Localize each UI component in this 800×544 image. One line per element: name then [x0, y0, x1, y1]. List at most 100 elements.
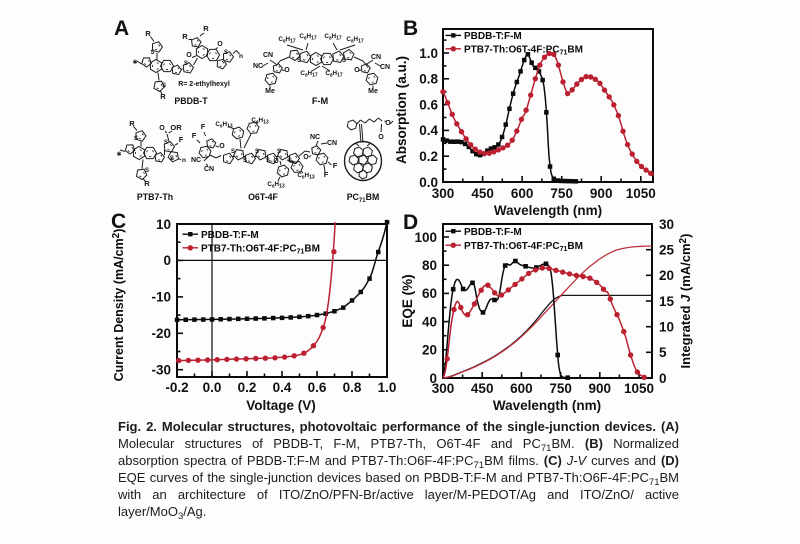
svg-text:S: S	[145, 168, 149, 174]
svg-text:1.0: 1.0	[419, 46, 438, 61]
svg-text:S: S	[170, 156, 174, 162]
svg-text:750: 750	[550, 186, 573, 201]
svg-text:∗: ∗	[132, 59, 138, 66]
svg-text:CN: CN	[204, 166, 214, 173]
svg-text:EQE (%): EQE (%)	[400, 274, 415, 327]
svg-text:S: S	[277, 149, 281, 155]
svg-text:S: S	[134, 136, 138, 142]
svg-text:0.6: 0.6	[419, 97, 438, 112]
svg-text:S: S	[224, 50, 228, 56]
svg-text:0.8: 0.8	[343, 380, 362, 395]
svg-text:0.2: 0.2	[238, 380, 257, 395]
svg-text:O: O	[303, 154, 309, 161]
svg-text:∗: ∗	[116, 151, 122, 158]
svg-text:PTB7-Th:O6T-4F:PC71BM: PTB7-Th:O6T-4F:PC71BM	[201, 243, 320, 255]
svg-text:Integrated J (mA/cm2): Integrated J (mA/cm2)	[678, 234, 693, 369]
svg-text:PTB7-Th: PTB7-Th	[137, 192, 173, 202]
svg-text:R: R	[182, 32, 188, 41]
svg-text:Voltage (V): Voltage (V)	[246, 398, 316, 413]
svg-text:450: 450	[471, 381, 494, 396]
svg-text:O: O	[159, 125, 165, 132]
svg-text:S: S	[243, 158, 247, 164]
svg-text:300: 300	[432, 186, 455, 201]
svg-text:20: 20	[422, 343, 437, 358]
svg-text:R= 2-ethylhexyl: R= 2-ethylhexyl	[178, 81, 230, 88]
svg-text:0.4: 0.4	[419, 123, 438, 138]
svg-text:O: O	[219, 143, 225, 150]
svg-text:600: 600	[511, 186, 534, 201]
svg-text:40: 40	[422, 314, 437, 329]
svg-text:Wavelength (nm): Wavelength (nm)	[494, 203, 602, 218]
svg-text:900: 900	[590, 186, 613, 201]
svg-text:1050: 1050	[626, 186, 656, 201]
svg-text:30: 30	[659, 217, 674, 232]
svg-text:25: 25	[659, 243, 675, 258]
svg-text:-0.2: -0.2	[165, 380, 188, 395]
svg-text:750: 750	[549, 381, 572, 396]
svg-text:S: S	[164, 140, 168, 146]
svg-text:S: S	[255, 149, 259, 155]
svg-text:S: S	[342, 58, 346, 64]
svg-text:C6H13: C6H13	[267, 181, 284, 190]
svg-text:O6T-4F: O6T-4F	[248, 192, 278, 202]
svg-text:CN: CN	[263, 52, 273, 59]
svg-text:F: F	[333, 161, 338, 170]
svg-text:S: S	[297, 58, 301, 64]
svg-text:Wavelength (nm): Wavelength (nm)	[493, 398, 601, 413]
svg-text:C8H17: C8H17	[325, 70, 342, 79]
svg-text:-10: -10	[151, 290, 171, 305]
svg-text:600: 600	[510, 381, 533, 396]
svg-text:20: 20	[659, 268, 674, 283]
svg-text:OR: OR	[170, 123, 182, 132]
svg-text:NC: NC	[310, 134, 320, 141]
svg-text:S: S	[184, 61, 188, 67]
svg-text:C6H13: C6H13	[297, 172, 314, 181]
svg-text:PBDB-T:F-M: PBDB-T:F-M	[464, 31, 522, 42]
svg-text:C6H13: C6H13	[215, 121, 232, 130]
svg-text:PTB7-Th:O6T-4F:PC71BM: PTB7-Th:O6T-4F:PC71BM	[464, 241, 583, 253]
svg-text:CN: CN	[371, 54, 381, 61]
svg-text:0.0: 0.0	[203, 380, 222, 395]
svg-text:R: R	[144, 179, 150, 188]
svg-text:CN: CN	[380, 64, 390, 71]
svg-text:450: 450	[471, 186, 494, 201]
svg-text:B: B	[403, 17, 418, 40]
svg-text:PTB7-Th:O6T-4F:PC71BM: PTB7-Th:O6T-4F:PC71BM	[464, 44, 583, 56]
svg-text:R: R	[145, 29, 151, 38]
svg-text:S: S	[231, 149, 235, 155]
svg-text:300: 300	[432, 381, 455, 396]
svg-text:R: R	[129, 119, 135, 128]
svg-text:NC: NC	[191, 157, 201, 164]
svg-text:O: O	[186, 52, 192, 59]
svg-text:Me: Me	[368, 88, 378, 95]
svg-text:C6H13: C6H13	[251, 117, 268, 126]
svg-text:Current Density (mA/cm2): Current Density (mA/cm2)	[111, 229, 126, 382]
svg-text:15: 15	[659, 294, 675, 309]
svg-text:PBDB-T:F-M: PBDB-T:F-M	[464, 227, 522, 238]
svg-text:-20: -20	[151, 326, 171, 341]
svg-text:S: S	[150, 50, 154, 56]
svg-text:PC71BM: PC71BM	[347, 192, 380, 204]
svg-text:CN: CN	[327, 140, 337, 147]
svg-text:O: O	[217, 41, 223, 48]
svg-text:n: n	[239, 53, 243, 60]
svg-text:80: 80	[422, 258, 437, 273]
svg-text:C8H17: C8H17	[299, 33, 316, 42]
svg-text:0: 0	[163, 253, 171, 268]
svg-text:60: 60	[422, 286, 437, 301]
svg-text:F: F	[192, 131, 197, 140]
svg-text:10: 10	[156, 217, 171, 232]
svg-text:S: S	[162, 83, 166, 89]
svg-text:F-M: F-M	[312, 96, 329, 106]
svg-text:C8H17: C8H17	[278, 36, 295, 45]
svg-text:Absorption (a.u.): Absorption (a.u.)	[394, 56, 409, 164]
svg-text:F: F	[179, 135, 184, 144]
svg-text:O: O	[284, 67, 290, 74]
svg-text:5: 5	[659, 345, 667, 360]
svg-text:0.4: 0.4	[273, 380, 292, 395]
svg-text:100: 100	[414, 230, 437, 245]
svg-text:C8H17: C8H17	[346, 36, 363, 45]
svg-text:10: 10	[659, 320, 674, 335]
svg-text:C8H17: C8H17	[300, 70, 317, 79]
svg-text:900: 900	[589, 381, 612, 396]
